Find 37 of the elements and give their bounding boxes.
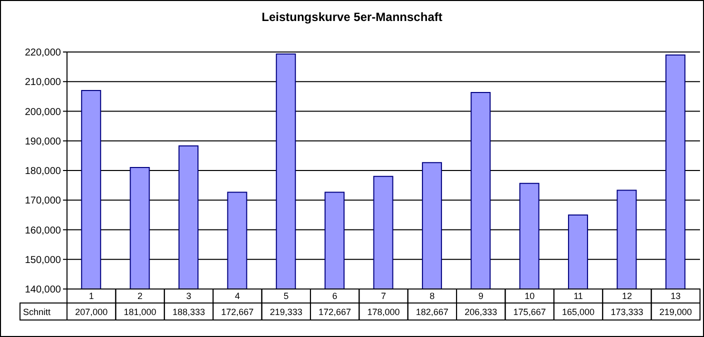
- text: Schnitt: [23, 307, 52, 317]
- y-tick-label: 210,000: [24, 77, 62, 88]
- data-label: 175,667: [513, 307, 546, 317]
- data-label: 188,333: [172, 307, 206, 317]
- y-tick-label: 180,000: [24, 166, 62, 178]
- data-label: 181,000: [124, 307, 156, 317]
- data-label: 178,000: [367, 307, 400, 317]
- data-label: 207,000: [75, 307, 108, 317]
- y-tick-label: 190,000: [24, 136, 62, 148]
- x-tick-label: 5: [284, 291, 289, 301]
- y-tick-label: 220,000: [24, 48, 62, 59]
- y-tick-label: 140,000: [24, 284, 62, 296]
- x-tick-label: 4: [234, 291, 240, 301]
- data-label: 172,667: [221, 307, 254, 317]
- x-tick-label: 3: [186, 291, 192, 301]
- data-label: 182,667: [416, 307, 448, 317]
- data-label: 219,000: [659, 307, 692, 317]
- data-label: 172,667: [318, 307, 352, 317]
- x-tick-label: 7: [380, 291, 386, 301]
- x-tick-label: 11: [574, 291, 583, 301]
- y-tick-label: 200,000: [24, 106, 62, 118]
- data-label: 165,000: [562, 307, 595, 317]
- x-tick-label: 8: [430, 291, 435, 301]
- y-tick-label: 170,000: [24, 196, 62, 207]
- chart-title: Leistungskurve 5er-Mannschaft: [260, 10, 444, 24]
- x-tick-label: 6: [332, 291, 338, 301]
- x-tick-label: 13: [670, 291, 681, 301]
- y-tick-label: 150,000: [24, 254, 62, 266]
- x-tick-label: 9: [478, 291, 484, 301]
- data-label: 219,333: [270, 307, 302, 317]
- x-tick-label: 1: [88, 291, 94, 301]
- x-tick-label: 2: [138, 291, 143, 301]
- x-tick-label: 10: [524, 291, 535, 301]
- x-tick-label: 12: [622, 291, 632, 301]
- data-label: 206,333: [464, 307, 498, 317]
- data-label: 173,333: [610, 307, 644, 317]
- y-tick-label: 160,000: [24, 225, 62, 236]
